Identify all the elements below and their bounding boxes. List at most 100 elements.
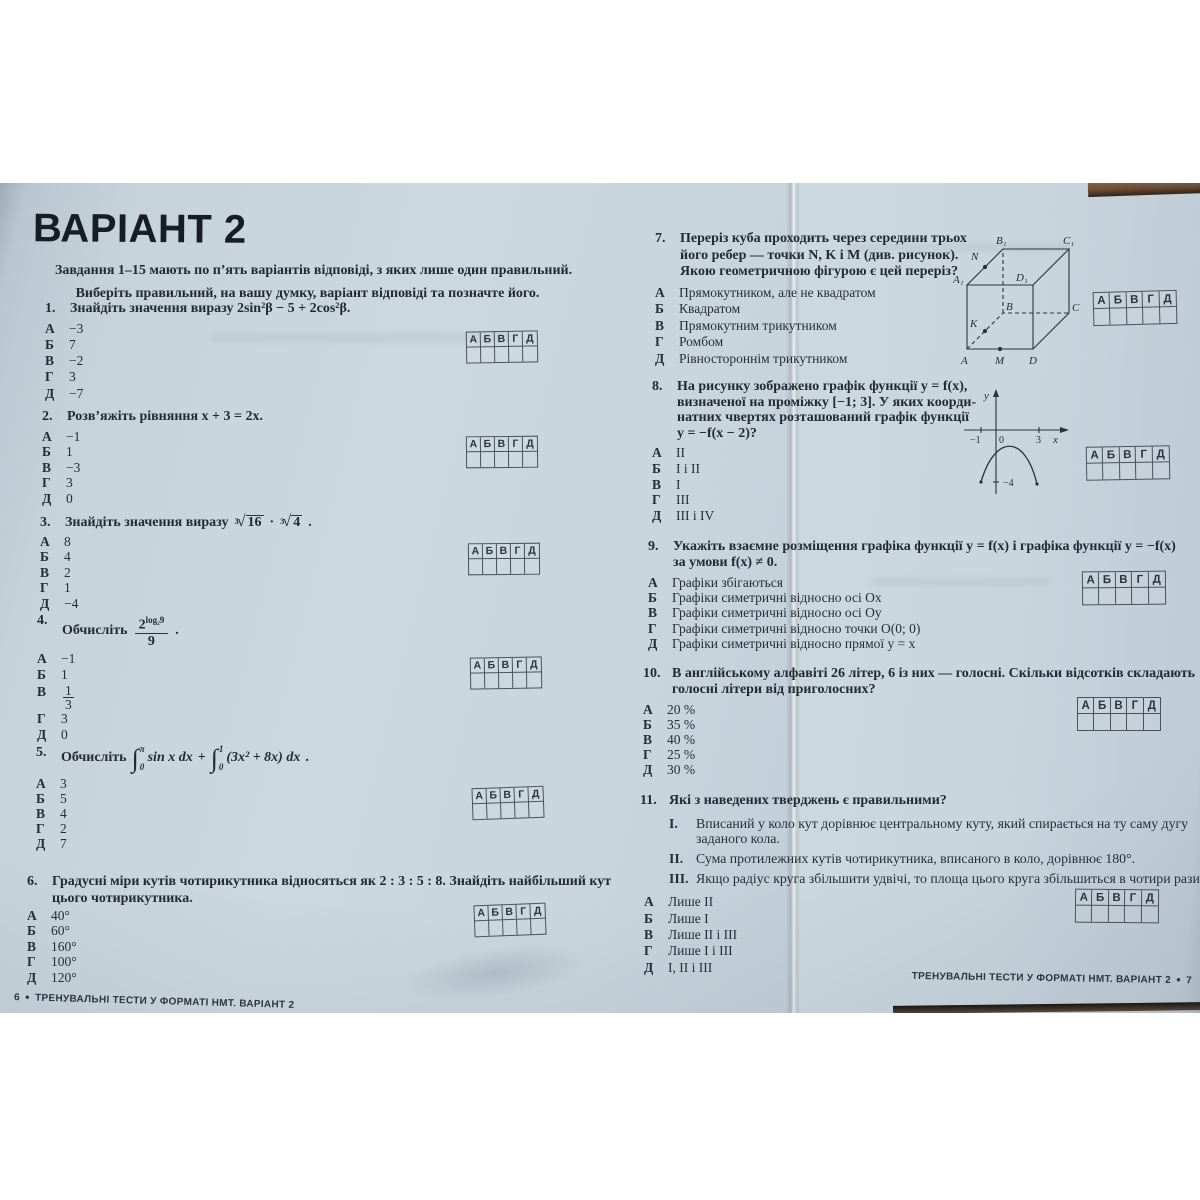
option-row: В Графіки симетричні відносно осі Oy <box>648 605 1151 620</box>
answer-cell-А[interactable] <box>473 803 488 820</box>
option-letter: Г <box>652 492 661 508</box>
options-list: А II Б I і II В I Г III Д III і IV <box>652 445 959 523</box>
answer-cell-Д[interactable] <box>1160 307 1177 323</box>
answer-cell-Г[interactable] <box>1125 906 1142 923</box>
answer-cell-А[interactable] <box>475 920 490 937</box>
answer-cell-А[interactable] <box>469 559 484 575</box>
answer-cell-Д[interactable] <box>523 346 537 361</box>
answer-cell-Г[interactable] <box>510 558 526 574</box>
answer-grid-letter: В <box>496 543 511 560</box>
answer-cell-А[interactable] <box>1075 905 1093 922</box>
options-list: А −1 Б 1 В 1 3 Г 3 Д 0 <box>37 651 179 744</box>
question-head: 3. Знайдіть значення виразу 3 √ 16 · 3 √ 4 . <box>40 514 312 532</box>
answer-cell-Б[interactable] <box>1110 308 1128 325</box>
answer-cell-А[interactable] <box>471 673 486 689</box>
answer-cell-Г[interactable] <box>516 919 532 935</box>
answer-cell-Д[interactable] <box>1144 714 1160 730</box>
option-value: 25 % <box>667 747 696 763</box>
answer-cell-Д[interactable] <box>1153 462 1170 478</box>
answer-grid-letter: Б <box>480 332 496 348</box>
answer-cell-Д[interactable] <box>1141 906 1158 922</box>
answer-grid-letter: А <box>468 544 484 560</box>
answer-cell-Д[interactable] <box>527 672 541 687</box>
option-value: −1 <box>66 428 81 444</box>
answer-cell-А[interactable] <box>1078 714 1095 730</box>
answer-cell-Д[interactable] <box>523 452 537 467</box>
answer-cell-Г[interactable] <box>508 451 524 467</box>
answer-cell-Г[interactable] <box>1136 462 1153 479</box>
answer-cell-Г[interactable] <box>508 346 524 362</box>
question-number: 11. <box>640 793 657 808</box>
answer-cell-Б[interactable] <box>481 452 496 468</box>
answer-cell-Б[interactable] <box>487 803 502 819</box>
answer-grid-letter: В <box>494 436 509 453</box>
answer-cell-А[interactable] <box>1094 308 1111 326</box>
answer-cell-Г[interactable] <box>1127 714 1144 730</box>
answer-grid-letter: В <box>500 787 515 804</box>
answer-cell-Б[interactable] <box>1103 463 1121 480</box>
answer-cell-А[interactable] <box>467 347 482 363</box>
x-axis-label: x <box>1052 434 1058 446</box>
answer-cell-А[interactable] <box>1083 588 1100 605</box>
answer-grid-letter: Д <box>1141 890 1159 907</box>
answer-cell-В[interactable] <box>1119 462 1137 480</box>
answer-cell-Д[interactable] <box>525 559 539 574</box>
option-value: 4 <box>64 549 71 565</box>
option-letter: В <box>36 806 46 821</box>
lower-limit: 0 <box>139 762 145 772</box>
answer-cell-А[interactable] <box>467 452 482 468</box>
answer-cell-Б[interactable] <box>485 673 500 689</box>
option-value: −4 <box>64 595 79 611</box>
answer-grid-letter: Г <box>512 657 527 673</box>
answer-cell-Б[interactable] <box>1099 588 1116 605</box>
text-fragment: . <box>305 750 309 766</box>
answer-cell-В[interactable] <box>495 451 510 468</box>
answer-cell-Д[interactable] <box>531 919 546 935</box>
answer-cell-Г[interactable] <box>1143 307 1161 324</box>
answer-cell-В[interactable] <box>499 672 514 689</box>
integrand: (3x² + 8x) dx <box>226 750 301 766</box>
answer-cell-В[interactable] <box>497 558 512 575</box>
answer-cell-В[interactable] <box>1111 714 1128 730</box>
answer-cell-Б[interactable] <box>489 920 504 936</box>
answer-cell-В[interactable] <box>495 346 510 363</box>
answer-cell-Б[interactable] <box>1092 905 1109 922</box>
text-line: голосні літери від приголосних? <box>672 681 876 697</box>
answer-cell-Д[interactable] <box>529 802 544 817</box>
option-letter: В <box>644 926 654 942</box>
question-head: 4. Обчисліть 2log₂9 9 . <box>37 613 179 649</box>
answer-cell-Г[interactable] <box>514 802 530 818</box>
options-list: А 20 % Б 35 % В 40 % Г 25 % Д 30 % <box>643 702 1144 778</box>
option-letter: А <box>652 445 662 461</box>
answer-cell-Г[interactable] <box>512 672 528 688</box>
answer-cell-Б[interactable] <box>481 347 496 363</box>
question-text: Переріз куба проходить через середини тр… <box>680 231 967 281</box>
answer-cell-В[interactable] <box>501 802 516 819</box>
answer-cell-А[interactable] <box>1087 463 1104 480</box>
answer-cell-Б[interactable] <box>1094 714 1111 730</box>
answer-cell-В[interactable] <box>1126 307 1144 325</box>
answer-cell-В[interactable] <box>1108 905 1126 923</box>
answer-cell-Г[interactable] <box>1132 587 1149 604</box>
answer-cell-Д[interactable] <box>1149 588 1166 604</box>
option-letter: А <box>648 574 658 590</box>
answer-cell-В[interactable] <box>1115 587 1133 605</box>
integral: ∫ π 0 sin x dx <box>132 745 193 772</box>
answer-cell-Б[interactable] <box>483 559 498 575</box>
question-2: 2. Розв’яжіть рівняння x + 3 = 2x. А −1 Б 1… <box>42 409 567 506</box>
answer-cell-В[interactable] <box>503 919 518 936</box>
option-letter: Б <box>648 590 657 605</box>
